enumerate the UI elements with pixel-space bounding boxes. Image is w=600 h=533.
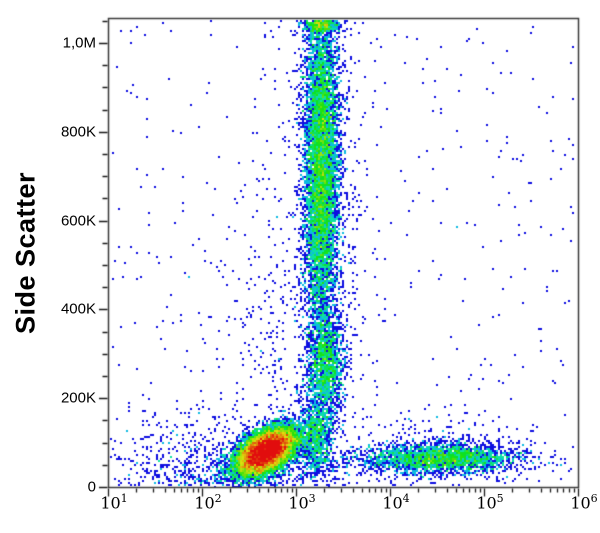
x-tick-label: 105 — [476, 492, 503, 512]
y-axis-title: Side Scatter — [10, 171, 41, 335]
x-tick-label: 104 — [382, 492, 409, 512]
x-tick-base: 10 — [476, 493, 497, 513]
x-tick-label: 101 — [100, 492, 127, 512]
x-tick-base: 10 — [382, 493, 403, 513]
x-tick-exponent: 2 — [214, 492, 222, 505]
y-tick-label: 200K — [60, 389, 96, 407]
y-tick-label: 0 — [87, 478, 96, 496]
x-tick-label: 102 — [194, 492, 221, 512]
x-tick-exponent: 5 — [496, 492, 504, 505]
y-tick-label: 400K — [60, 300, 96, 318]
x-tick-exponent: 6 — [590, 492, 598, 505]
y-tick-label: 800K — [60, 123, 96, 141]
x-tick-exponent: 4 — [402, 492, 410, 505]
x-tick-exponent: 1 — [120, 492, 128, 505]
x-tick-label: 106 — [570, 492, 597, 512]
x-tick-base: 10 — [570, 493, 591, 513]
x-tick-base: 10 — [288, 493, 309, 513]
x-tick-exponent: 3 — [308, 492, 316, 505]
x-tick-base: 10 — [194, 493, 215, 513]
y-tick-label: 1,0M — [62, 34, 96, 52]
x-tick-base: 10 — [100, 493, 121, 513]
y-tick-label: 600K — [60, 212, 96, 230]
x-tick-label: 103 — [288, 492, 315, 512]
